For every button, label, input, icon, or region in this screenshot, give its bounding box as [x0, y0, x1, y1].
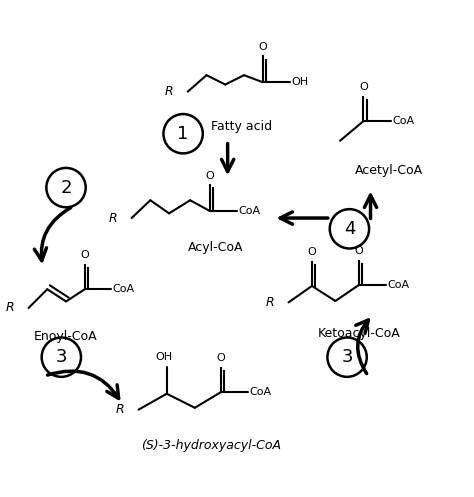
- Text: O: O: [359, 82, 368, 92]
- Text: O: O: [81, 250, 89, 260]
- Text: R: R: [109, 212, 117, 225]
- Text: 2: 2: [60, 178, 72, 197]
- Text: 4: 4: [344, 220, 355, 238]
- Text: CoA: CoA: [112, 284, 134, 294]
- Text: Fatty acid: Fatty acid: [211, 120, 272, 133]
- Text: OH: OH: [156, 352, 173, 362]
- Text: R: R: [116, 403, 124, 416]
- Text: O: O: [205, 170, 214, 180]
- Text: 3: 3: [55, 348, 67, 366]
- Text: CoA: CoA: [250, 387, 272, 397]
- Text: CoA: CoA: [392, 116, 415, 126]
- Text: Ketoacyl-CoA: Ketoacyl-CoA: [318, 327, 400, 340]
- Text: (S)-3-hydroxyacyl-CoA: (S)-3-hydroxyacyl-CoA: [141, 439, 281, 452]
- Text: O: O: [355, 246, 363, 256]
- Text: O: O: [216, 353, 225, 363]
- Text: CoA: CoA: [388, 280, 410, 290]
- Text: R: R: [6, 302, 14, 315]
- Text: CoA: CoA: [239, 206, 261, 216]
- Text: O: O: [308, 247, 316, 257]
- Text: Enoyl-CoA: Enoyl-CoA: [34, 330, 98, 342]
- Text: R: R: [265, 296, 274, 309]
- Text: Acetyl-CoA: Acetyl-CoA: [355, 164, 423, 177]
- Text: Acyl-CoA: Acyl-CoA: [188, 241, 244, 253]
- Text: 3: 3: [341, 348, 353, 366]
- Text: OH: OH: [292, 77, 309, 87]
- Text: 1: 1: [177, 125, 189, 143]
- Text: O: O: [258, 42, 267, 52]
- Text: R: R: [165, 85, 173, 98]
